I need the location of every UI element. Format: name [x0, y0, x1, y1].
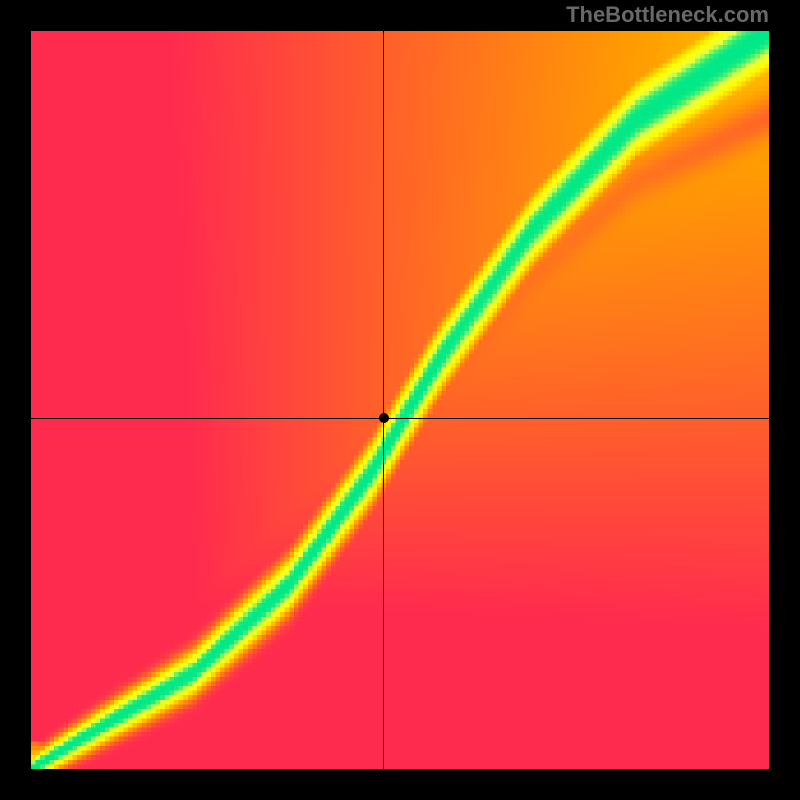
bottleneck-heatmap [31, 31, 769, 769]
watermark-text: TheBottleneck.com [566, 2, 769, 28]
crosshair-vertical [383, 31, 384, 769]
chart-container: TheBottleneck.com [0, 0, 800, 800]
crosshair-horizontal [31, 418, 769, 419]
